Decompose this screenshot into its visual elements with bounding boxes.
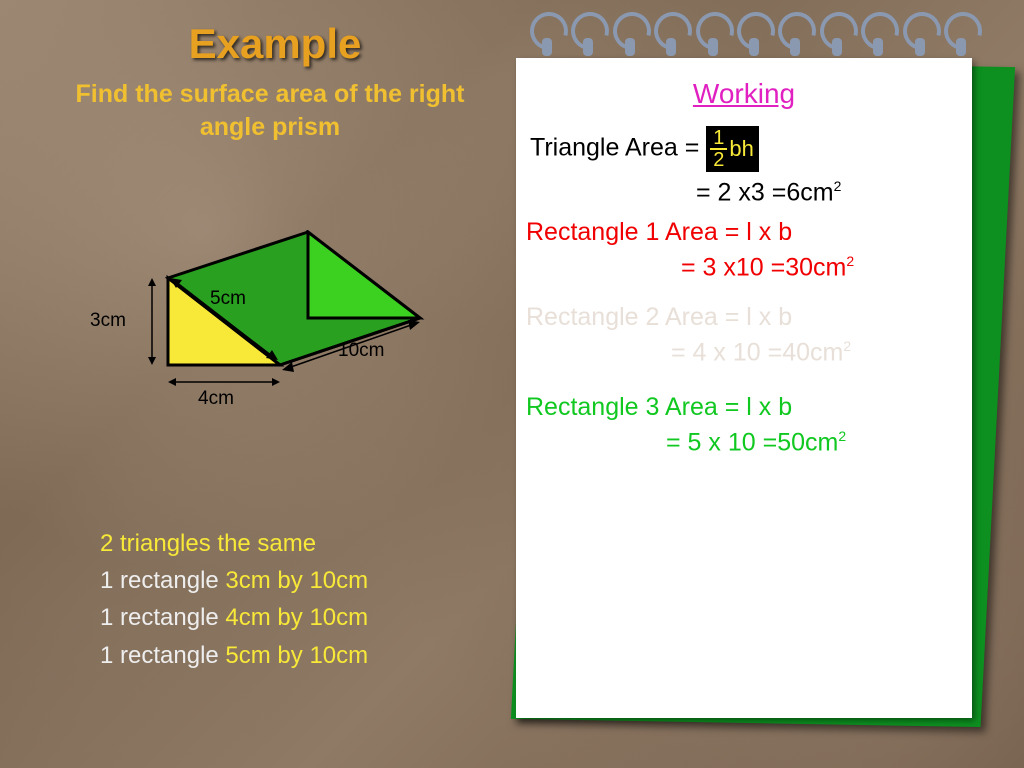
rect1-line1: Rectangle 1 Area = l x b — [526, 218, 792, 247]
formula-half-bh: 12bh — [706, 126, 759, 172]
rect2-line1: Rectangle 2 Area = l x b — [526, 303, 792, 332]
rect3-line1: Rectangle 3 Area = l x b — [526, 393, 792, 422]
prism-svg — [120, 230, 440, 450]
bd-l3b: 4cm by 10cm — [225, 604, 368, 631]
bd-line1: 2 triangles the same — [100, 530, 316, 557]
rect3-line2: = 5 x 10 =50cm2 — [666, 428, 846, 457]
breakdown-list: 2 triangles the same 1 rectangle 3cm by … — [100, 525, 368, 674]
label-3cm: 3cm — [90, 310, 126, 332]
rect2-line2: = 4 x 10 =40cm2 — [671, 338, 851, 367]
slide-subtitle: Find the surface area of the right angle… — [60, 78, 480, 143]
bd-l2a: 1 rectangle — [100, 567, 225, 594]
bd-l4b: 5cm by 10cm — [225, 642, 368, 669]
label-10cm: 10cm — [338, 340, 384, 362]
prism-diagram: 3cm 4cm 5cm 10cm — [120, 230, 440, 450]
bd-l2b: 3cm by 10cm — [225, 567, 368, 594]
tri-label: Triangle Area = — [530, 134, 706, 162]
notepad: Working Triangle Area = 12bh = 2 x3 =6cm… — [510, 8, 1010, 728]
spiral-binding — [528, 8, 978, 68]
working-heading: Working — [516, 78, 972, 110]
rect1-line2: = 3 x10 =30cm2 — [681, 253, 854, 282]
label-4cm: 4cm — [198, 388, 234, 410]
tri-calc-line: = 2 x3 =6cm2 — [696, 178, 841, 207]
tri-area-line: Triangle Area = 12bh — [530, 126, 759, 172]
slide-title: Example — [100, 20, 450, 68]
bd-l4a: 1 rectangle — [100, 642, 225, 669]
label-5cm: 5cm — [210, 288, 246, 310]
bd-l3a: 1 rectangle — [100, 604, 225, 631]
notepad-front-page: Working Triangle Area = 12bh = 2 x3 =6cm… — [516, 58, 972, 718]
